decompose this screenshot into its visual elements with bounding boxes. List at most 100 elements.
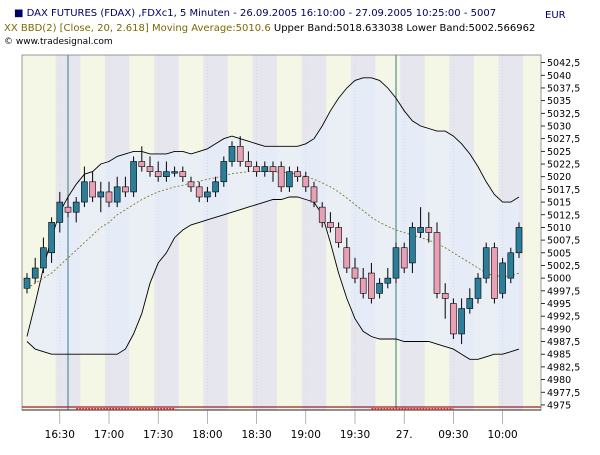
candles bbox=[23, 136, 523, 345]
candle-up bbox=[40, 247, 47, 269]
candle-down bbox=[441, 293, 449, 299]
candle-down bbox=[433, 232, 441, 294]
candle-down bbox=[245, 161, 252, 167]
candle-down bbox=[368, 272, 375, 299]
candle-down bbox=[335, 227, 342, 243]
candle-down bbox=[277, 166, 285, 188]
bands-label: Upper Band:5018.633038 Lower Band:5002.5… bbox=[273, 23, 536, 34]
y-tick-label: 5015 bbox=[547, 198, 571, 209]
candle-up bbox=[376, 282, 383, 294]
x-tick-label: 16:30 bbox=[45, 429, 75, 441]
candle-up bbox=[392, 247, 400, 279]
y-tick-label: 4982,5 bbox=[547, 362, 580, 373]
y-tick-label: 4997,5 bbox=[547, 286, 580, 297]
source-label: © www.tradesignal.com bbox=[4, 37, 113, 47]
x-axis: 16:30 17:00 17:30 18:00 18:30 19:00 19:30 27. 09… bbox=[22, 409, 541, 441]
session-band bbox=[252, 55, 278, 410]
title-text: DAX FUTURES (FDAX) ,FDXc1, 5 Minuten - 2… bbox=[26, 8, 497, 19]
y-tick-label: 5030 bbox=[547, 122, 571, 133]
candle-up bbox=[474, 277, 482, 299]
x-tick-label: 27. bbox=[396, 429, 413, 441]
candle-down bbox=[187, 181, 195, 188]
candle-up bbox=[417, 227, 424, 233]
candle-down bbox=[318, 206, 326, 223]
candle-down bbox=[105, 191, 113, 203]
candle-down bbox=[327, 222, 334, 228]
candle-down bbox=[89, 181, 96, 198]
candle-up bbox=[515, 227, 523, 254]
session-band bbox=[301, 55, 327, 410]
candle-up bbox=[48, 222, 55, 254]
candle-up bbox=[31, 267, 39, 279]
candle-down bbox=[425, 227, 433, 233]
candle-down bbox=[450, 303, 457, 335]
chart-title: ■ DAX FUTURES (FDAX) ,FDXc1, 5 Minuten -… bbox=[14, 8, 496, 19]
x-tick-label: 09:30 bbox=[438, 429, 468, 441]
y-tick-label: 5010 bbox=[547, 223, 571, 234]
source-text: www.tradesignal.com bbox=[15, 37, 113, 47]
x-tick-label: 18:30 bbox=[241, 429, 271, 441]
candle-down bbox=[359, 277, 367, 294]
indicator-legend: XX BBD(2) [Close, 20, 2.618] Moving Aver… bbox=[4, 23, 535, 34]
candle-down bbox=[179, 171, 187, 178]
candle-up bbox=[220, 161, 228, 183]
y-tick-label: 4995 bbox=[547, 299, 571, 310]
candle-up bbox=[81, 181, 88, 203]
lower-band bbox=[26, 196, 520, 360]
candle-up bbox=[228, 145, 236, 162]
candle-down bbox=[253, 166, 260, 172]
candle-up bbox=[507, 252, 515, 279]
candle-up bbox=[113, 186, 121, 203]
candle-up bbox=[261, 166, 269, 172]
x-tick-label: 10:00 bbox=[487, 429, 517, 441]
candle-up bbox=[499, 262, 506, 294]
y-tick-label: 5000 bbox=[547, 274, 571, 285]
candle-up bbox=[171, 171, 178, 174]
y-tick-label: 5022,5 bbox=[547, 160, 580, 171]
y-tick-label: 5025 bbox=[547, 147, 571, 158]
vertical-markers bbox=[67, 55, 397, 410]
y-tick-label: 5042,5 bbox=[547, 58, 580, 69]
y-tick-label: 5012,5 bbox=[547, 210, 580, 221]
candle-up bbox=[56, 201, 64, 223]
candle-down bbox=[302, 176, 310, 188]
candle-down bbox=[138, 161, 146, 167]
candle-up bbox=[212, 181, 219, 193]
bottom-strip bbox=[22, 406, 541, 410]
candle-up bbox=[204, 191, 211, 198]
x-tick-label: 19:00 bbox=[291, 429, 321, 441]
copyright-icon: © bbox=[4, 37, 13, 47]
y-tick-label: 4975 bbox=[547, 400, 571, 411]
candle-down bbox=[154, 171, 162, 178]
candle-up bbox=[97, 191, 105, 198]
upper-band bbox=[26, 77, 520, 337]
x-tick-label: 18:00 bbox=[192, 429, 222, 441]
y-tick-label: 5032,5 bbox=[547, 109, 580, 120]
y-tick-label: 5002,5 bbox=[547, 261, 580, 272]
y-tick-label: 5005 bbox=[547, 248, 571, 259]
candle-down bbox=[146, 166, 154, 172]
y-tick-label: 4990 bbox=[547, 324, 571, 335]
candle-down bbox=[351, 267, 359, 279]
y-tick-label: 5007,5 bbox=[547, 236, 580, 247]
candle-down bbox=[64, 206, 72, 213]
candle-up bbox=[286, 171, 293, 188]
candle-up bbox=[482, 247, 490, 279]
candle-down bbox=[236, 145, 244, 162]
candle-down bbox=[343, 247, 351, 269]
candle-down bbox=[269, 166, 277, 172]
y-tick-label: 5040 bbox=[547, 71, 571, 82]
indicator-marker: XX bbox=[4, 23, 18, 34]
title-marker: ■ bbox=[14, 8, 24, 19]
candle-down bbox=[294, 171, 301, 178]
candle-up bbox=[23, 277, 31, 289]
indicator-label: BBD(2) [Close, 20, 2.618] Moving Average… bbox=[20, 23, 271, 34]
candle-down bbox=[122, 186, 129, 193]
x-tick-label: 17:30 bbox=[143, 429, 173, 441]
x-tick-label: 17:00 bbox=[94, 429, 124, 441]
y-tick-label: 5035 bbox=[547, 96, 571, 107]
y-tick-label: 5037,5 bbox=[547, 83, 580, 94]
